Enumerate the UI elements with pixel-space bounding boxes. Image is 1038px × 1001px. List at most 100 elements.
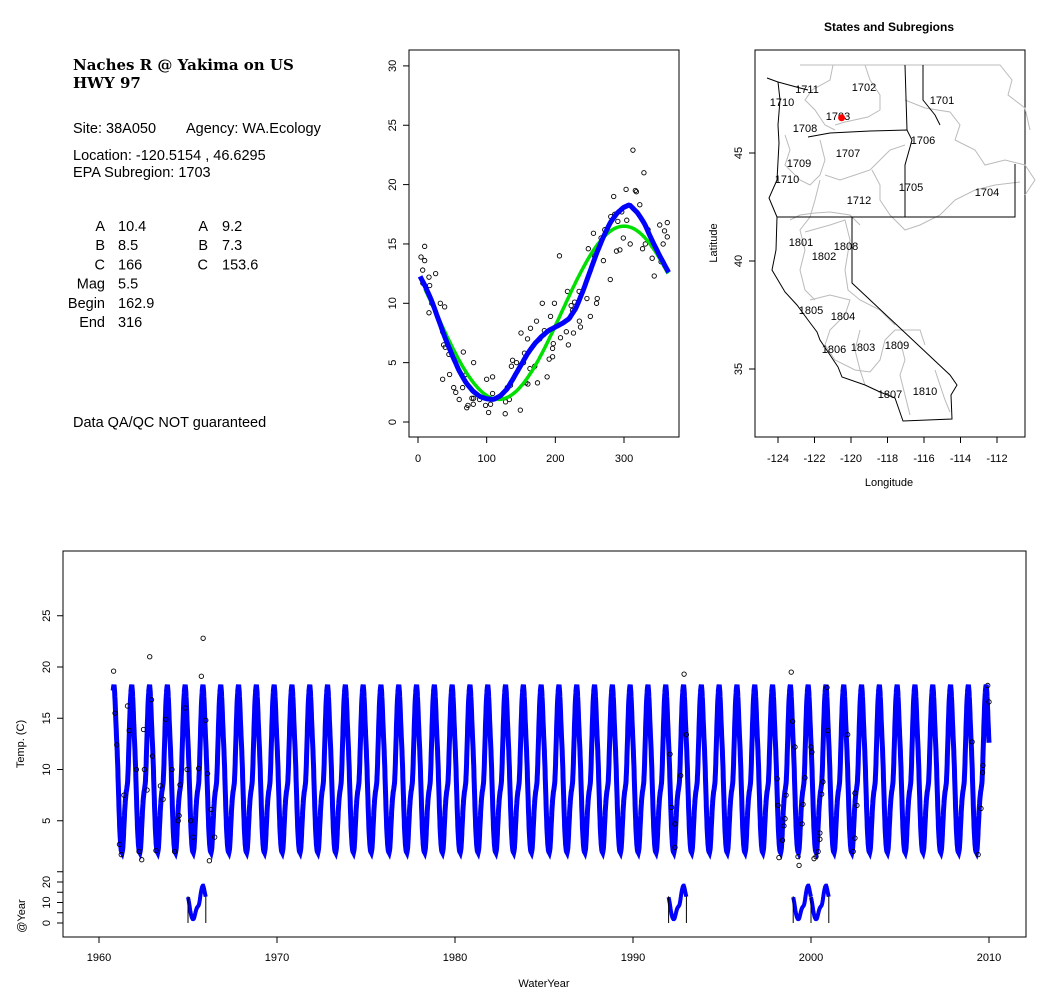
- param-label: Begin: [68, 296, 105, 312]
- data-point: [979, 769, 986, 776]
- data-point: [144, 787, 150, 793]
- data-point: [484, 376, 490, 382]
- x-tick-label: -116: [913, 453, 934, 465]
- data-point: [140, 726, 147, 733]
- data-point: [460, 349, 466, 355]
- subregion-map: States and Subregions Longitude Latitude…: [708, 20, 1036, 489]
- data-point: [198, 673, 205, 679]
- data-point: [852, 835, 858, 841]
- data-point: [779, 837, 786, 843]
- data-point: [432, 270, 439, 277]
- data-point: [817, 830, 823, 836]
- region-label: 1806: [822, 344, 846, 356]
- state-boundary: [904, 64, 908, 131]
- y-tick-label: 15: [387, 238, 399, 250]
- data-point: [630, 147, 636, 153]
- subregion-boundary: [854, 329, 866, 386]
- data-point: [175, 818, 181, 824]
- region-label: 1808: [834, 241, 858, 253]
- data-point: [456, 396, 462, 403]
- annual-fit-curve: [186, 883, 208, 922]
- data-point: [660, 241, 666, 247]
- site-id: Site: 38A050: [73, 121, 156, 137]
- data-point: [426, 310, 432, 316]
- data-point: [441, 304, 448, 310]
- region-label: 1805: [799, 305, 823, 317]
- data-point: [819, 791, 825, 797]
- data-point: [809, 749, 815, 755]
- data-point: [147, 654, 153, 660]
- green-sine-fit-line: [423, 224, 670, 402]
- annual-fit-curve: [809, 883, 831, 922]
- subregion-boundary: [789, 211, 861, 226]
- data-point: [817, 836, 823, 842]
- data-point: [171, 848, 178, 855]
- region-label: 1802: [812, 251, 836, 263]
- y-tick-label: 30: [387, 60, 399, 72]
- data-point: [641, 170, 647, 176]
- data-point: [802, 775, 808, 781]
- data-point: [200, 635, 206, 641]
- subregion-boundary: [804, 64, 836, 131]
- data-point: [206, 858, 213, 864]
- subregion-boundary: [904, 99, 961, 141]
- y-tick-label: 5: [387, 360, 399, 366]
- subregion-boundary: [799, 179, 821, 301]
- data-point: [188, 818, 194, 824]
- data-point: [502, 411, 508, 417]
- state-boundary: [777, 164, 1016, 218]
- seasonal-scatter-chart: 0 100 200 300 0 5 10 15 20 25 30: [387, 49, 680, 465]
- param-label: End: [79, 315, 105, 331]
- data-point: [590, 230, 597, 236]
- data-point: [509, 357, 516, 363]
- region-label: 1703: [826, 111, 850, 123]
- data-point: [204, 770, 211, 777]
- data-point: [978, 805, 984, 812]
- data-point: [149, 753, 156, 759]
- data-point: [114, 742, 120, 748]
- data-point: [587, 313, 594, 320]
- region-label: 1704: [975, 187, 999, 199]
- data-point: [627, 241, 633, 247]
- data-point: [524, 336, 531, 342]
- subregion-boundary: [804, 219, 896, 326]
- region-label: 1710: [770, 97, 794, 109]
- data-point: [139, 857, 145, 863]
- agency: Agency: WA.Ecology: [186, 121, 322, 137]
- strip-tick-label: 20: [41, 876, 53, 888]
- data-point: [845, 732, 851, 738]
- site-marker: [838, 114, 846, 122]
- data-point: [451, 384, 457, 391]
- location: Location: -120.5154 , 46.6295: [73, 148, 266, 164]
- data-point: [600, 257, 607, 264]
- data-point: [854, 802, 860, 809]
- annual-fit-curve: [666, 883, 689, 922]
- data-point: [775, 802, 781, 809]
- data-point: [613, 248, 620, 254]
- data-point: [792, 744, 798, 750]
- epa-subregion: EPA Subregion: 1703: [73, 165, 211, 181]
- x-tick-label: 1980: [443, 952, 467, 964]
- data-point: [620, 235, 626, 241]
- data-point: [422, 257, 428, 264]
- data-point: [651, 273, 657, 279]
- param-label: B: [198, 238, 208, 254]
- y-tick-label: 40: [733, 255, 745, 267]
- plot-frame: [408, 49, 680, 438]
- info-panel: Naches R @ Yakima on US HWY 97 Site: 38A…: [68, 56, 322, 431]
- region-label: 1803: [851, 342, 875, 354]
- ts-frame: [62, 550, 1027, 938]
- data-point: [985, 682, 991, 689]
- data-point: [459, 384, 466, 391]
- region-label: 1809: [885, 340, 909, 352]
- region-label: 1707: [836, 148, 860, 160]
- data-point: [176, 812, 182, 819]
- data-point: [681, 671, 687, 677]
- data-point: [489, 390, 496, 397]
- data-point: [148, 697, 155, 703]
- data-point: [800, 801, 806, 807]
- subregion-boundary: [800, 64, 1031, 131]
- y-tick-label: 35: [733, 363, 745, 375]
- data-point: [611, 193, 617, 200]
- data-point: [975, 851, 981, 858]
